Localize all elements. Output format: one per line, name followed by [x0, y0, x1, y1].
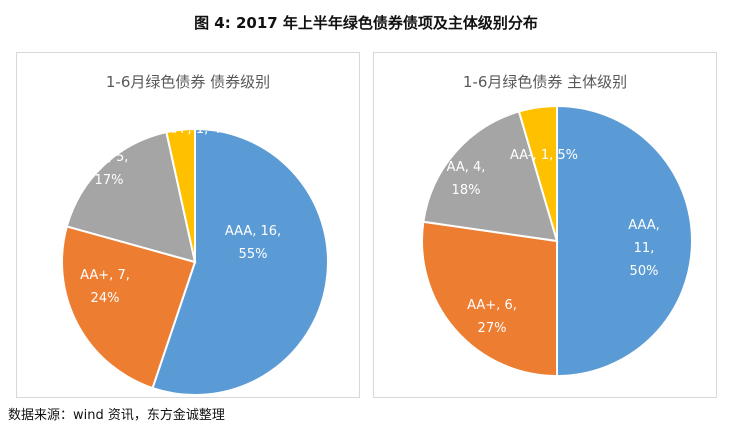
chart-panel-issuer-rating: 1-6月绿色债券 主体级别 AAA, 11, 50% AA+, 6, 27% AA, 4,…	[373, 52, 717, 398]
slice-label-aaa: AAA, 16, 55%	[225, 224, 281, 262]
pie-slice-aaminus	[517, 104, 558, 242]
pie-slice-aa	[65, 130, 197, 264]
slice-label-aaplus: AA+, 7, 24%	[80, 268, 130, 306]
pie-slice-aa	[422, 110, 559, 243]
pie-slice-aaa	[556, 104, 693, 378]
slice-label-aa: AA, 4, 18%	[447, 160, 486, 198]
pie-chart-bond-rating: AAA, 16, 55% AA+, 7, 24% AA, 5, 17% AA-, 1, 4%	[61, 122, 329, 396]
slice-label-aa: AA, 5, 17%	[90, 150, 129, 188]
slice-label-aaminus: AA-, 1, 5%	[510, 148, 578, 163]
pie-chart-issuer-rating: AAA, 11, 50% AA+, 6, 27% AA, 4, 18% AA-, 1, 5%	[421, 104, 693, 378]
slice-label-aaa: AAA, 11, 50%	[628, 218, 660, 279]
chart-title: 1-6月绿色债券 债券级别	[105, 73, 271, 91]
slice-label-aaplus: AA+, 6, 27%	[467, 298, 517, 336]
pie-slice-aaminus	[165, 127, 196, 263]
pie-slice-aaplus	[61, 225, 197, 390]
source-note: 数据来源：wind 资讯，东方金诚整理	[8, 408, 225, 423]
pie-slice-aaplus	[421, 220, 558, 378]
slice-label-aaminus: AA-, 1, 4%	[165, 122, 233, 137]
chart-panel-bond-rating: 1-6月绿色债券 债券级别 AAA, 16, 55% AA+, 7, 24% AA, 5…	[16, 52, 360, 398]
pie-slice-aaa	[151, 127, 329, 396]
chart-title: 1-6月绿色债券 主体级别	[462, 73, 628, 91]
figure-title: 图 4: 2017 年上半年绿色债券债项及主体级别分布	[194, 14, 538, 32]
